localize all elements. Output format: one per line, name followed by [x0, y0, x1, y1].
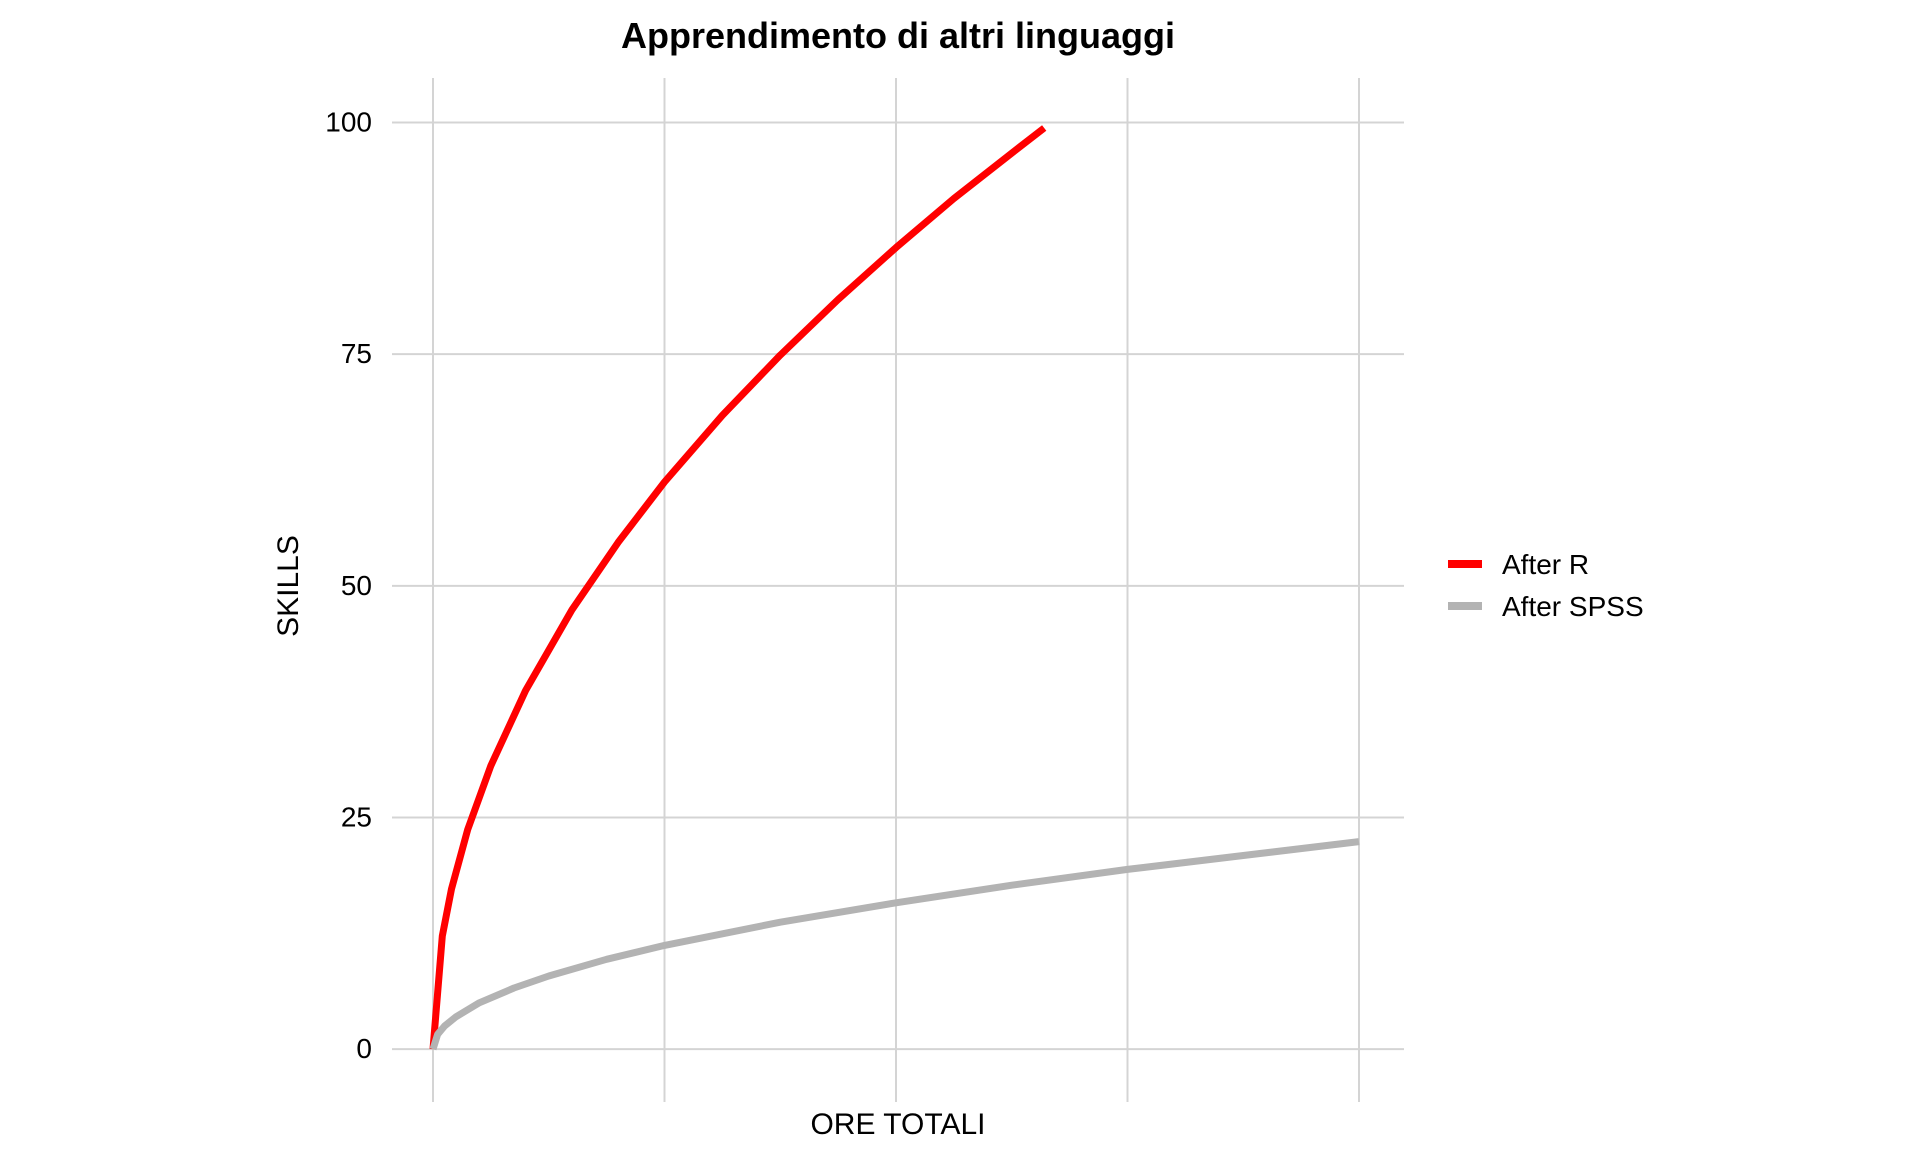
- legend-label-1: After SPSS: [1502, 591, 1644, 622]
- y-tick-label-1: 25: [341, 802, 372, 833]
- y-tick-label-0: 0: [356, 1033, 372, 1064]
- series-line-0: [429, 125, 1047, 1050]
- y-tick-label-2: 50: [341, 570, 372, 601]
- grid: [392, 78, 1404, 1102]
- series-lines: [429, 125, 1360, 1051]
- series-line-1: [429, 838, 1360, 1051]
- legend: After R After SPSS: [1448, 549, 1644, 622]
- y-tick-label-4: 100: [325, 106, 372, 137]
- legend-label-0: After R: [1502, 549, 1589, 580]
- y-tick-label-3: 75: [341, 338, 372, 369]
- x-axis-label: ORE TOTALI: [810, 1108, 985, 1141]
- y-axis-label: SKILLS: [272, 535, 305, 637]
- y-axis-ticks: 0 25 50 75 100: [325, 106, 372, 1064]
- chart-title: Apprendimento di altri linguaggi: [621, 15, 1175, 56]
